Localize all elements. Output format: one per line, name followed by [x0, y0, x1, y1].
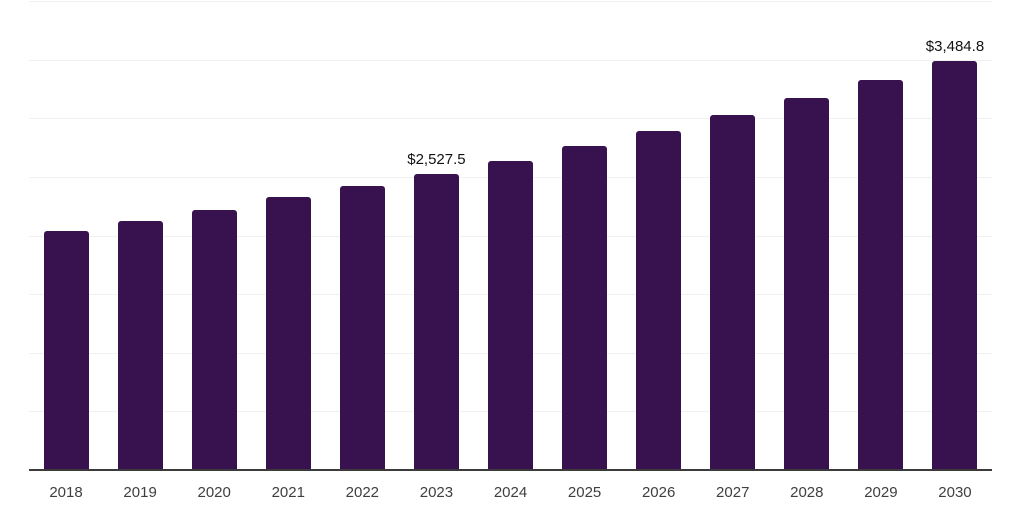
- x-tick-label-2026: 2026: [641, 484, 676, 501]
- x-tick-label-2019: 2019: [123, 484, 157, 501]
- bar-2022: [339, 185, 385, 470]
- bar-2029: [858, 79, 904, 470]
- bar-slot-2030: $3,484.8: [918, 0, 992, 470]
- bar-2020: [191, 209, 237, 470]
- x-tick-label-2027: 2027: [716, 484, 750, 501]
- bar-2018: [43, 230, 89, 470]
- bar-2024: [488, 160, 533, 470]
- x-tick-label-2028: 2028: [790, 484, 824, 501]
- x-tick-label-2024: 2024: [493, 484, 528, 501]
- bar-slot-2021: [251, 0, 325, 470]
- x-axis-tick-labels: 2018 2019 2020 2021 2022 2023 2024 2025 2026 2027…: [29, 484, 992, 501]
- x-tick-label-2021: 2021: [271, 484, 305, 501]
- bar-slot-2027: [696, 0, 770, 470]
- bar-slot-2018: [29, 0, 103, 470]
- bar-slot-2023: $2,527.5: [399, 0, 473, 470]
- bar-slot-2024: [473, 0, 547, 470]
- bar-slot-2019: [103, 0, 177, 470]
- x-tick-label-2022: 2022: [345, 484, 380, 501]
- x-tick-label-2029: 2029: [864, 484, 898, 501]
- x-axis-line: [29, 469, 992, 471]
- value-label-2030: $3,484.8: [925, 38, 985, 56]
- bar-2027: [710, 114, 756, 470]
- bar-2026: [636, 130, 682, 470]
- bar-slot-2025: [548, 0, 622, 470]
- bar-2023: [413, 173, 459, 470]
- bar-2025: [562, 145, 608, 470]
- gridline-3000: [29, 118, 992, 120]
- bar-slot-2029: [844, 0, 918, 470]
- value-label-2023: $2,527.5: [407, 150, 466, 168]
- bar-2021: [265, 197, 311, 470]
- bars-group: $2,527.5 $3,484.8: [29, 0, 992, 470]
- x-tick-label-2023: 2023: [419, 484, 454, 501]
- x-tick-label-2018: 2018: [49, 484, 83, 501]
- bar-2019: [117, 220, 163, 470]
- x-tick-label-2025: 2025: [567, 484, 602, 501]
- bar-slot-2026: [622, 0, 696, 470]
- bar-slot-2020: [177, 0, 251, 470]
- bar-slot-2028: [770, 0, 844, 470]
- bar-slot-2022: [325, 0, 399, 470]
- x-tick-label-2020: 2020: [197, 484, 231, 501]
- gridline-4000: [29, 1, 992, 2]
- x-tick-label-2030: 2030: [938, 484, 972, 501]
- bar-2028: [784, 97, 830, 470]
- gridline-3500: [29, 59, 992, 61]
- plot-area: $2,527.5 $3,484.8: [29, 0, 992, 470]
- bar-2030: [932, 61, 978, 470]
